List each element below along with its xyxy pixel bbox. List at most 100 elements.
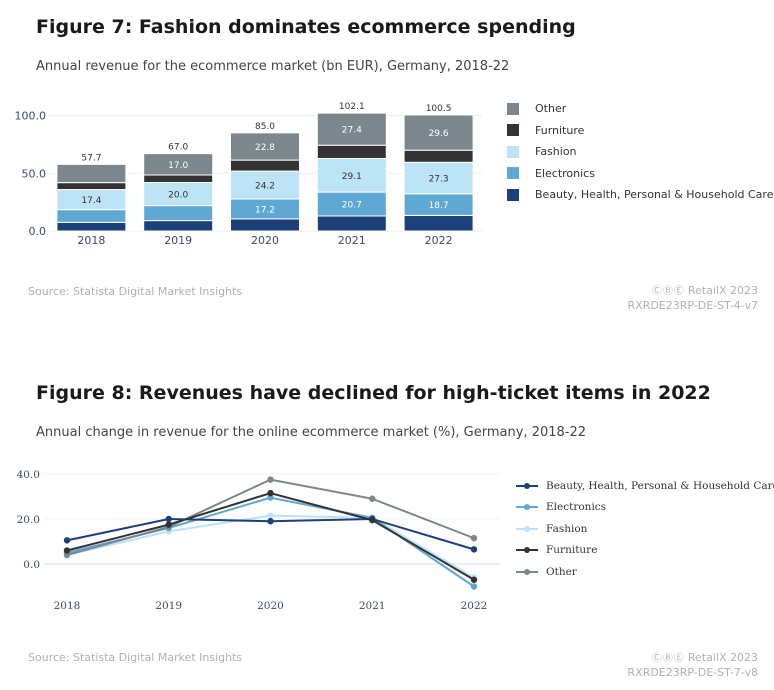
y-tick-label: 40.0 xyxy=(17,469,40,481)
x-tick-label: 2022 xyxy=(461,600,488,612)
legend-label: Beauty, Health, Personal & Household Car… xyxy=(546,479,774,492)
legend-label: Other xyxy=(546,565,577,578)
bar-segment xyxy=(143,174,214,184)
segment-value-label: 17.0 xyxy=(168,161,188,171)
bar-segment xyxy=(143,153,214,176)
legend-item: Beauty, Health, Personal & Household Car… xyxy=(516,475,774,497)
bar-segment xyxy=(56,182,127,191)
data-point xyxy=(470,583,478,590)
x-tick-label: 2019 xyxy=(155,600,182,612)
bar-segment xyxy=(56,209,127,223)
fig7-subtitle: Annual revenue for the ecommerce market … xyxy=(36,59,510,74)
x-tick-label: 2019 xyxy=(164,234,192,247)
segment-value-label: 29.1 xyxy=(342,172,362,182)
data-point xyxy=(267,494,274,501)
bar-segment xyxy=(143,205,214,222)
bar-segment xyxy=(403,161,474,195)
y-tick-label: 100.0 xyxy=(15,110,47,123)
x-tick-label: 2018 xyxy=(54,600,81,612)
legend-label: Fashion xyxy=(535,145,577,159)
fig7-source: Source: Statista Digital Market Insights xyxy=(28,285,243,298)
legend-item: Fashion xyxy=(507,141,773,163)
fig8-title: Figure 8: Revenues have declined for hig… xyxy=(36,382,711,404)
y-tick-label: 50.0 xyxy=(22,167,47,180)
segment-value-label: 18.7 xyxy=(429,201,449,211)
data-point xyxy=(267,489,274,497)
legend-label: Electronics xyxy=(546,501,607,514)
bar-segment xyxy=(403,214,474,232)
bar-segment xyxy=(403,149,474,163)
legend-item: Furniture xyxy=(516,540,774,562)
legend-item: Electronics xyxy=(507,163,773,185)
series-line xyxy=(66,492,475,581)
legend-item: Fashion xyxy=(516,518,774,540)
cc-license-icon: ⒸⒷⒺ xyxy=(651,286,685,297)
series-line xyxy=(66,514,475,579)
data-point xyxy=(267,512,274,519)
data-point xyxy=(470,546,478,553)
fig8-legend: Beauty, Health, Personal & Household Car… xyxy=(516,475,774,583)
bar-segment xyxy=(230,170,300,200)
data-point xyxy=(369,495,376,502)
segment-value-label: 27.4 xyxy=(342,126,362,136)
fig7-code: RXRDE23RP-DE-ST-4-v7 xyxy=(627,299,758,312)
fig8-code: RXRDE23RP-DE-ST-7-v8 xyxy=(627,666,758,679)
legend-line-swatch xyxy=(516,524,538,534)
bar-total-label: 57.7 xyxy=(81,153,101,163)
legend-label: Furniture xyxy=(535,123,585,137)
data-point xyxy=(165,521,172,528)
data-point xyxy=(63,551,71,559)
fig8-brand-name: RetailX 2023 xyxy=(687,651,758,664)
data-point xyxy=(470,576,478,583)
line-chart: 0.0 20.0 40.0 2018 2019 2020 2021 2022 xyxy=(17,469,500,612)
bar-segment xyxy=(230,159,300,172)
bar-total-label: 100.5 xyxy=(426,104,452,114)
segment-value-label: 27.3 xyxy=(429,175,449,185)
bar-segment xyxy=(143,220,214,232)
fig8-source: Source: Statista Digital Market Insights xyxy=(28,651,243,664)
legend-swatch xyxy=(507,167,519,180)
bar-segment xyxy=(230,218,300,232)
fig7-legend: Other Furniture Fashion Electronics Beauty, … xyxy=(507,98,773,206)
bar-total-label: 85.0 xyxy=(255,122,275,132)
legend-line-swatch xyxy=(516,481,538,491)
legend-item: Other xyxy=(516,561,774,583)
x-tick-label: 2022 xyxy=(425,234,453,247)
legend-line-swatch xyxy=(516,567,538,577)
bar-total-label: 67.0 xyxy=(168,143,188,153)
bar-segment xyxy=(316,144,387,159)
legend-item: Other xyxy=(507,98,773,120)
fig7-brand-name: RetailX 2023 xyxy=(687,284,758,297)
bar-segment xyxy=(316,215,387,232)
legend-item: Furniture xyxy=(507,120,773,142)
data-point xyxy=(470,534,478,542)
bar-segment xyxy=(403,114,474,151)
legend-label: Furniture xyxy=(546,544,598,557)
x-tick-label: 2020 xyxy=(257,600,284,612)
bar-segment xyxy=(56,163,127,184)
cc-license-icon: ⒸⒷⒺ xyxy=(651,653,685,664)
fig7-brand: ⒸⒷⒺ RetailX 2023 RXRDE23RP-DE-ST-4-v7 xyxy=(628,284,758,313)
data-point xyxy=(63,547,71,554)
legend-label: Beauty, Health, Personal & Household Car… xyxy=(535,188,774,202)
y-tick-label: 0.0 xyxy=(23,559,40,571)
bar-segment xyxy=(316,112,387,146)
segment-value-label: 29.6 xyxy=(429,129,449,139)
data-point xyxy=(267,476,274,483)
stacked-bar-chart: 0.0 50.0 100.0 17.4 57.7 2018 20.0 17.0 67.0 2019… xyxy=(15,102,482,247)
y-tick-label: 0.0 xyxy=(29,225,47,238)
legend-label: Other xyxy=(535,102,567,116)
segment-value-label: 24.2 xyxy=(255,182,275,192)
legend-label: Fashion xyxy=(546,522,588,535)
legend-line-swatch xyxy=(516,545,538,555)
legend-line-swatch xyxy=(516,502,538,512)
bar-total-label: 102.1 xyxy=(339,102,365,112)
legend-item: Beauty, Health, Personal & Household Car… xyxy=(507,184,773,206)
x-tick-label: 2021 xyxy=(359,600,386,612)
bar-segment xyxy=(56,221,127,232)
segment-value-label: 22.8 xyxy=(255,143,275,153)
segment-value-label: 20.0 xyxy=(168,191,188,201)
data-point xyxy=(369,516,376,524)
fig8-subtitle: Annual change in revenue for the online … xyxy=(36,425,587,440)
segment-value-label: 17.2 xyxy=(255,205,275,215)
